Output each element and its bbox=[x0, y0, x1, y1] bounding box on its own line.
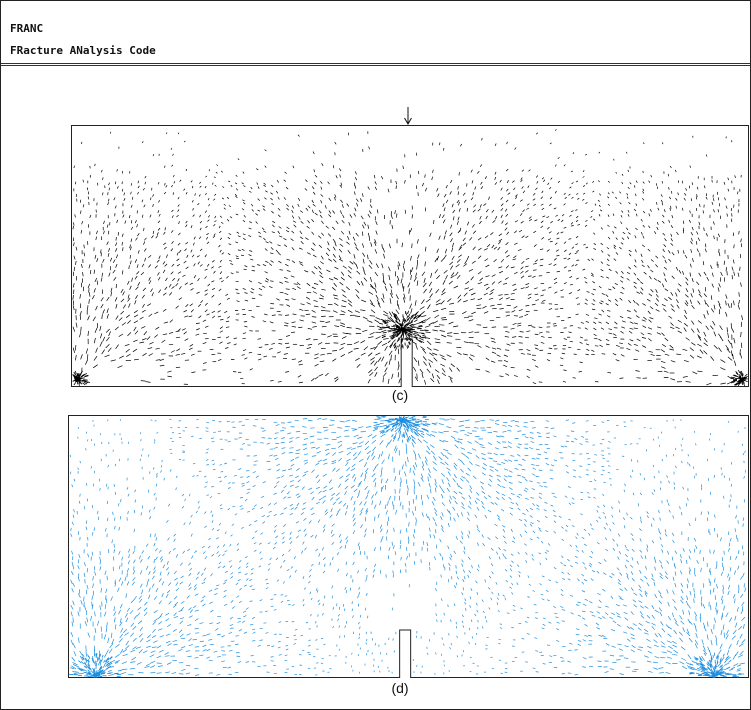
figure-caption-d: (d) bbox=[391, 680, 409, 696]
title-bar: FRANC FRacture ANalysis Code bbox=[1, 1, 750, 66]
beam-outline bbox=[71, 125, 749, 387]
load-arrow-icon bbox=[404, 107, 412, 125]
stress-concentration bbox=[373, 415, 431, 443]
beam-outline bbox=[68, 415, 749, 678]
vector-field-plot-d bbox=[68, 415, 749, 678]
stress-concentration bbox=[72, 370, 89, 386]
vector-arrows bbox=[72, 129, 743, 386]
stress-concentration bbox=[69, 653, 122, 678]
stress-concentration bbox=[730, 369, 748, 387]
stress-concentration bbox=[378, 310, 429, 350]
figure-caption-c: (c) bbox=[391, 387, 409, 403]
vector-field-plot-c bbox=[71, 125, 749, 387]
vector-arrows bbox=[69, 416, 747, 678]
figure-canvas: (c) (d) bbox=[1, 66, 750, 709]
app-subtitle: FRacture ANalysis Code bbox=[10, 44, 156, 57]
app-title: FRANC bbox=[10, 22, 44, 35]
stress-concentration bbox=[688, 652, 742, 678]
